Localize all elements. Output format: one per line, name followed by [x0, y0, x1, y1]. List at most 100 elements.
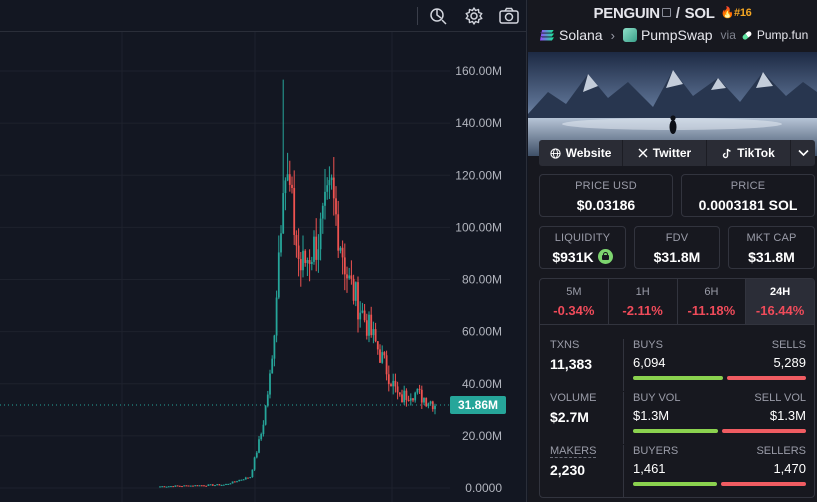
candle-body	[205, 485, 208, 487]
price-axis-label: 60.00M	[462, 325, 502, 339]
pumpswap-icon	[622, 28, 637, 42]
liquidity-label: LIQUIDITY	[554, 232, 611, 244]
candle-body	[390, 384, 392, 387]
candle-body	[374, 329, 377, 342]
sell-volume-bar	[722, 429, 806, 433]
candle-body	[341, 247, 344, 258]
lock-icon[interactable]	[597, 249, 613, 264]
price-usd-label: PRICE USD	[575, 180, 637, 192]
candle-body	[159, 486, 161, 488]
sells-bar	[727, 376, 806, 380]
candle-body	[328, 180, 331, 186]
tiktok-label: TikTok	[737, 146, 775, 160]
copy-icon[interactable]	[661, 8, 671, 17]
chevron-down-icon	[797, 149, 809, 157]
candle-body	[229, 483, 232, 485]
tab-change: -11.18%	[687, 303, 736, 318]
candle-body	[310, 261, 313, 264]
candle-body	[383, 352, 386, 356]
globe-icon	[549, 147, 561, 159]
candle-body	[174, 485, 177, 487]
candle-body	[365, 320, 368, 336]
tab-5m[interactable]: 5M -0.34%	[540, 279, 609, 324]
more-links-button[interactable]	[791, 140, 815, 166]
price-axis-label: 0.0000	[465, 481, 502, 495]
chart-toolbar	[0, 0, 527, 32]
price-axis-label: 20.00M	[462, 429, 502, 443]
candle-body	[271, 358, 274, 374]
candle-body	[200, 485, 203, 487]
candle-body	[198, 485, 201, 487]
price-axis-label: 120.00M	[455, 168, 502, 182]
candle-body	[293, 187, 296, 235]
fdv-label: FDV	[665, 232, 689, 244]
dex-name[interactable]: PumpSwap	[640, 27, 713, 43]
candle-body	[385, 355, 388, 375]
launchpad-name[interactable]: Pump.fun	[756, 28, 809, 42]
candle-body	[288, 174, 291, 185]
candle-body	[165, 486, 168, 488]
candle-body	[401, 394, 403, 403]
candle-body	[372, 329, 375, 336]
trending-rank[interactable]: 🔥#16	[721, 7, 752, 19]
candle-body	[291, 184, 293, 188]
candle-body	[343, 257, 346, 275]
candle-body	[227, 483, 230, 485]
tab-1h[interactable]: 1H -2.11%	[609, 279, 678, 324]
tab-24h[interactable]: 24H -16.44%	[746, 279, 814, 324]
crosshair-icon[interactable]	[426, 4, 450, 28]
makers-value: 2,230	[550, 462, 586, 478]
volume-value: $2.7M	[550, 409, 589, 425]
buy-volume-label: BUY VOL	[633, 392, 681, 404]
txns-value: 11,383	[550, 356, 593, 372]
tab-label: 1H	[635, 286, 650, 298]
fdv-value: $31.8M	[653, 249, 701, 265]
candle-body	[209, 484, 212, 486]
market-cap-card: MKT CAP $31.8M	[728, 226, 815, 269]
candle-body	[306, 260, 309, 263]
candle-body	[350, 275, 353, 279]
chain-name[interactable]: Solana	[559, 27, 603, 43]
tiktok-link[interactable]: TikTok	[707, 140, 791, 166]
candle-body	[236, 481, 238, 483]
candle-body	[326, 185, 329, 192]
candle-body	[396, 386, 399, 393]
rank-label: #16	[734, 7, 752, 19]
gear-icon[interactable]	[462, 4, 486, 28]
solana-icon	[540, 29, 554, 41]
candle-body	[238, 480, 241, 482]
candle-body	[354, 282, 357, 301]
candle-body	[262, 424, 265, 435]
divider	[623, 392, 624, 444]
tab-6h[interactable]: 6H -11.18%	[678, 279, 747, 324]
candle-body	[414, 392, 417, 401]
candle-body	[376, 341, 379, 350]
sellers-label: SELLERS	[756, 445, 806, 457]
candle-body	[207, 484, 210, 486]
candle-body	[214, 485, 216, 487]
candle-body	[357, 282, 359, 320]
buyers-label: BUYERS	[633, 445, 679, 457]
price-chart[interactable]: 160.00M 140.00M 120.00M 100.00M 80.00M 60.00M…	[0, 32, 527, 502]
website-link[interactable]: Website	[539, 140, 623, 166]
candle-body	[381, 352, 384, 363]
candle-body	[242, 479, 245, 481]
sellers-value: 1,470	[773, 461, 806, 476]
camera-icon[interactable]	[497, 4, 521, 28]
candle-body	[315, 236, 318, 260]
price-native-card: PRICE 0.0003181 SOL	[681, 174, 815, 217]
price-usd-value: $0.03186	[576, 197, 636, 213]
tab-change: -2.11%	[622, 303, 663, 318]
candle-body	[247, 477, 249, 479]
candle-body	[387, 374, 390, 385]
candle-body	[359, 312, 362, 320]
twitter-link[interactable]: Twitter	[623, 140, 707, 166]
website-label: Website	[565, 146, 612, 160]
candle-body	[337, 214, 340, 251]
candle-body	[222, 484, 225, 486]
twitter-label: Twitter	[652, 146, 692, 160]
chart-panel[interactable]: 160.00M 140.00M 120.00M 100.00M 80.00M 60.00M…	[0, 0, 527, 502]
candle-body	[409, 398, 412, 401]
sell-volume-label: SELL VOL	[754, 392, 806, 404]
sells-value: 5,289	[773, 355, 806, 370]
